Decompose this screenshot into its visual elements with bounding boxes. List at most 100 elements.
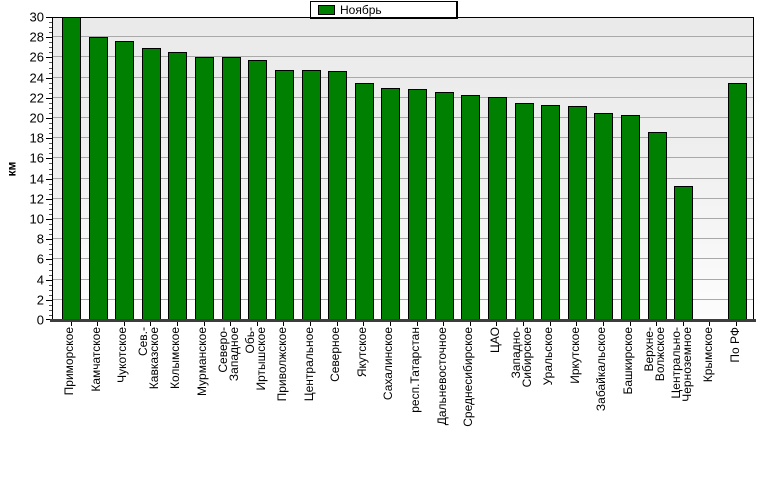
y-minor-tick <box>49 214 52 215</box>
y-minor-tick <box>49 128 52 129</box>
bar <box>568 106 587 320</box>
y-tick-label: 26 <box>29 49 44 65</box>
bar <box>302 70 321 320</box>
y-major-tick <box>46 98 52 99</box>
x-tick <box>443 322 444 326</box>
bar <box>594 113 613 320</box>
x-tick <box>71 322 72 326</box>
bar <box>142 48 161 320</box>
plot-area <box>52 17 754 320</box>
bar <box>89 37 108 320</box>
x-tick <box>150 322 151 326</box>
y-minor-tick <box>49 174 52 175</box>
y-minor-tick <box>49 249 52 250</box>
y-major-tick <box>46 319 52 320</box>
y-minor-tick <box>49 275 52 276</box>
bar <box>248 60 267 320</box>
x-category-label: Дальневосточное <box>435 327 449 426</box>
y-minor-tick <box>49 224 52 225</box>
x-tick <box>603 322 604 326</box>
y-minor-tick <box>49 305 52 306</box>
x-tick <box>230 322 231 326</box>
x-category-label: Центрально- Черноземное <box>669 327 694 402</box>
y-tick-label: 6 <box>36 251 44 267</box>
y-tick-label: 22 <box>29 90 44 106</box>
y-major-tick <box>46 219 52 220</box>
bar <box>328 71 347 320</box>
y-tick-label: 18 <box>29 130 44 146</box>
y-minor-tick <box>49 153 52 154</box>
x-axis-label-area: Приморское Камчатское Чукотское Сев.- Кавказ… <box>52 327 754 472</box>
y-minor-tick <box>49 88 52 89</box>
legend: Ноябрь <box>310 1 458 19</box>
x-tick <box>417 322 418 326</box>
x-category-label: респ.Татарстан <box>408 327 422 413</box>
x-axis-line <box>50 319 756 322</box>
x-category-label: Якутское <box>355 327 369 378</box>
gridline <box>53 117 753 118</box>
y-major-tick <box>46 280 52 281</box>
y-minor-tick <box>49 310 52 311</box>
y-minor-tick <box>49 163 52 164</box>
x-tick <box>470 322 471 326</box>
y-major-tick <box>46 37 52 38</box>
y-major-tick <box>46 118 52 119</box>
y-minor-tick <box>49 148 52 149</box>
y-tick-label: 20 <box>29 110 44 126</box>
y-tick-label: 16 <box>29 150 44 166</box>
x-category-label: Приморское <box>62 327 76 396</box>
bar <box>115 41 134 320</box>
y-minor-tick <box>49 32 52 33</box>
x-tick <box>363 322 364 326</box>
gridline <box>53 137 753 138</box>
gridline <box>53 56 753 57</box>
y-tick-label: 30 <box>29 9 44 25</box>
y-major-tick <box>46 199 52 200</box>
y-major-tick <box>46 259 52 260</box>
y-minor-tick <box>49 62 52 63</box>
y-minor-tick <box>49 123 52 124</box>
bar <box>275 70 294 320</box>
x-tick <box>283 322 284 326</box>
x-category-label: Крымское <box>701 327 715 383</box>
x-tick <box>124 322 125 326</box>
x-category-label: Сахалинское <box>381 327 395 401</box>
y-major-tick <box>46 78 52 79</box>
bar <box>515 103 534 320</box>
y-major-tick <box>46 179 52 180</box>
gridline <box>53 258 753 259</box>
y-minor-tick <box>49 27 52 28</box>
gridline <box>53 178 753 179</box>
x-tick <box>709 322 710 326</box>
x-tick <box>310 322 311 326</box>
y-minor-tick <box>49 73 52 74</box>
y-minor-tick <box>49 93 52 94</box>
y-axis-ticks <box>46 17 52 320</box>
x-category-label: Колымское <box>168 327 182 390</box>
x-tick <box>630 322 631 326</box>
x-category-label: Обь- Иртышское <box>243 327 268 391</box>
bar <box>62 17 81 320</box>
x-tick <box>204 322 205 326</box>
x-tick <box>683 322 684 326</box>
gridline <box>53 97 753 98</box>
x-category-label: Северо- Западное <box>216 327 241 382</box>
y-tick-label: 14 <box>29 171 44 187</box>
bar <box>355 83 374 320</box>
y-minor-tick <box>49 42 52 43</box>
y-minor-tick <box>49 234 52 235</box>
x-category-label: Верхне- Волжское <box>642 327 667 382</box>
gridline <box>53 279 753 280</box>
gridline <box>53 157 753 158</box>
y-major-tick <box>46 57 52 58</box>
bar <box>648 132 667 320</box>
y-minor-tick <box>49 189 52 190</box>
y-minor-tick <box>49 229 52 230</box>
y-tick-label: 24 <box>29 70 44 86</box>
x-tick <box>390 322 391 326</box>
x-axis-ticks <box>52 322 754 327</box>
bar <box>381 88 400 320</box>
y-tick-label: 0 <box>36 312 44 328</box>
bar <box>222 57 241 320</box>
x-category-label: Приволжское <box>275 327 289 402</box>
